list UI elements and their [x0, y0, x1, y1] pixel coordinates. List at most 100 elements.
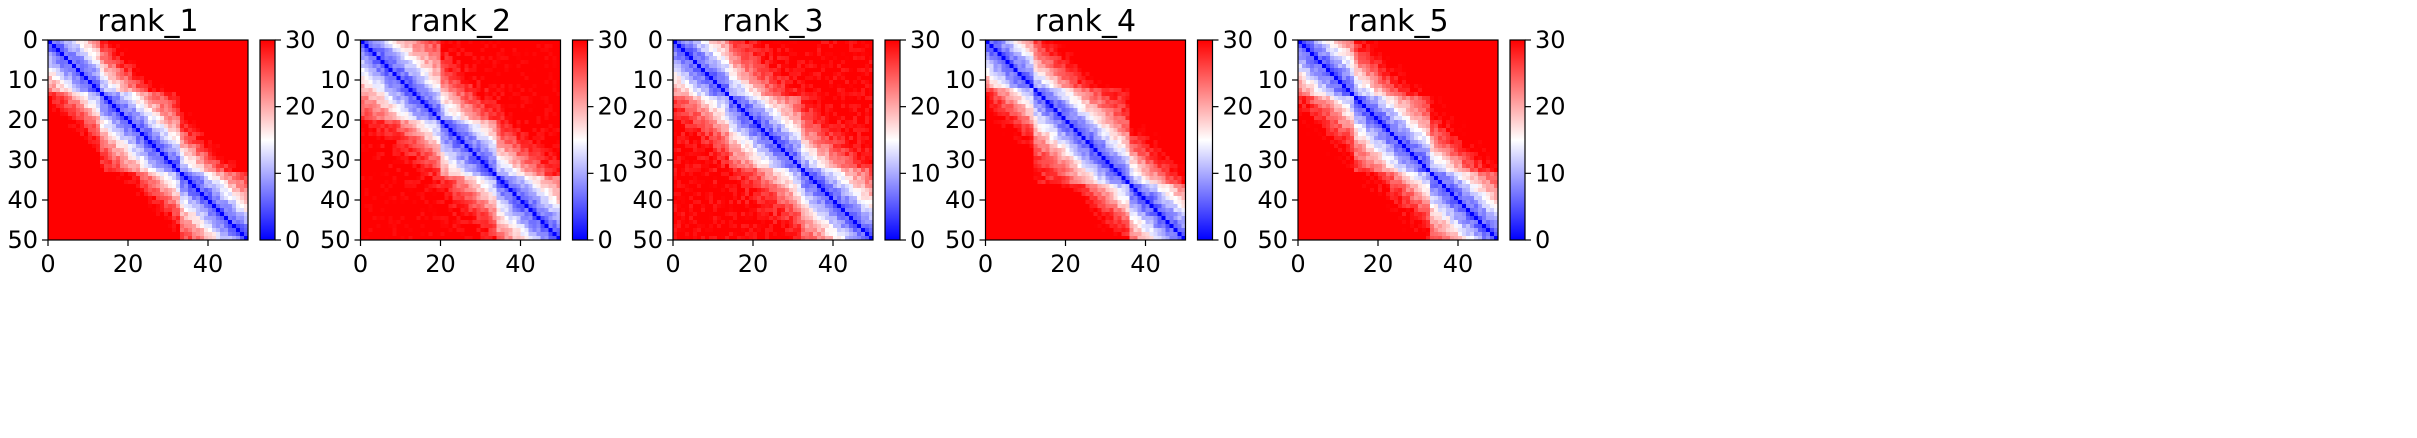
heatmap-cell: [72, 224, 77, 229]
heatmap-cell: [104, 56, 109, 61]
heatmap-cell: [376, 204, 381, 209]
heatmap-cell: [544, 48, 549, 53]
heatmap-cell: [412, 224, 417, 229]
heatmap-cell: [520, 48, 525, 53]
heatmap-cell: [460, 44, 465, 49]
heatmap-cell: [368, 220, 373, 225]
heatmap-cell: [180, 192, 185, 197]
heatmap-cell: [412, 56, 417, 61]
heatmap-cell: [492, 192, 497, 197]
heatmap-cell: [540, 88, 545, 93]
heatmap-cell: [492, 228, 497, 233]
heatmap-cell: [176, 224, 181, 229]
heatmap-cell: [548, 128, 553, 133]
heatmap-cell: [480, 148, 485, 153]
heatmap-cell: [116, 60, 121, 65]
heatmap-cell: [224, 92, 229, 97]
heatmap-cell: [196, 208, 201, 213]
heatmap-cell: [480, 168, 485, 173]
heatmap-cell: [476, 40, 481, 45]
heatmap-cell: [480, 176, 485, 181]
heatmap-cell: [116, 144, 121, 149]
heatmap-cell: [184, 132, 189, 137]
heatmap-cell: [232, 192, 237, 197]
heatmap-cell: [496, 212, 501, 217]
heatmap-cell: [192, 136, 197, 141]
heatmap-cell: [196, 188, 201, 193]
heatmap-cell: [512, 136, 517, 141]
heatmap-cell: [72, 88, 77, 93]
heatmap-cell: [140, 60, 145, 65]
heatmap-cell: [436, 72, 441, 77]
heatmap-cell: [476, 164, 481, 169]
heatmap-cell: [96, 108, 101, 113]
heatmap-cell: [80, 76, 85, 81]
heatmap-cell: [516, 176, 521, 181]
heatmap-cell: [364, 156, 369, 161]
heatmap-cell: [408, 64, 413, 69]
heatmap-cell: [148, 68, 153, 73]
heatmap-cell: [520, 136, 525, 141]
heatmap-cell: [456, 228, 461, 233]
heatmap-cell: [200, 120, 205, 125]
heatmap-cell: [60, 136, 65, 141]
heatmap-cell: [180, 124, 185, 129]
heatmap-cell: [428, 80, 433, 85]
heatmap-cell: [232, 140, 237, 145]
heatmap-cell: [72, 172, 77, 177]
heatmap-cell: [392, 116, 397, 121]
heatmap-cell: [244, 144, 249, 149]
heatmap-cell: [552, 112, 557, 117]
heatmap-cell: [500, 180, 505, 185]
heatmap-cell: [396, 172, 401, 177]
heatmap-cell: [504, 140, 509, 145]
heatmap-cell: [404, 120, 409, 125]
heatmap-cell: [540, 164, 545, 169]
heatmap-cell: [504, 220, 509, 225]
heatmap-cell: [52, 180, 57, 185]
heatmap-cell: [388, 168, 393, 173]
heatmap-cell: [404, 40, 409, 45]
heatmap-cell: [128, 108, 133, 113]
heatmap-cell: [476, 96, 481, 101]
heatmap-cell: [240, 192, 245, 197]
heatmap-cell: [60, 204, 65, 209]
heatmap-cell: [112, 160, 117, 165]
heatmap-cell: [448, 188, 453, 193]
heatmap-cell: [548, 104, 553, 109]
heatmap-cell: [404, 196, 409, 201]
heatmap-cell: [232, 44, 237, 49]
heatmap-cell: [508, 112, 513, 117]
heatmap-cell: [496, 48, 501, 53]
heatmap-cell: [476, 100, 481, 105]
heatmap-cell: [436, 44, 441, 49]
heatmap-cell: [516, 204, 521, 209]
heatmap-cell: [404, 64, 409, 69]
heatmap-cell: [92, 212, 97, 217]
heatmap-cell: [84, 188, 89, 193]
heatmap-cell: [468, 160, 473, 165]
heatmap-cell: [364, 108, 369, 113]
heatmap-cell: [428, 76, 433, 81]
heatmap-cell: [164, 108, 169, 113]
heatmap-cell: [552, 152, 557, 157]
heatmap-cell: [116, 208, 121, 213]
heatmap-cell: [152, 92, 157, 97]
heatmap-cell: [540, 160, 545, 165]
heatmap-cell: [508, 116, 513, 121]
heatmap-cell: [468, 92, 473, 97]
heatmap-cell: [136, 140, 141, 145]
heatmap-cell: [428, 232, 433, 237]
heatmap-cell: [360, 228, 365, 233]
heatmap-cell: [240, 184, 245, 189]
heatmap-cell: [224, 112, 229, 117]
heatmap-cell: [488, 224, 493, 229]
heatmap-cell: [200, 208, 205, 213]
heatmap-cell: [440, 60, 445, 65]
heatmap-cell: [536, 196, 541, 201]
heatmap-cell: [520, 212, 525, 217]
heatmap-cell: [112, 144, 117, 149]
heatmap-cell: [140, 108, 145, 113]
heatmap-cell: [404, 184, 409, 189]
heatmap-cell: [556, 220, 561, 225]
